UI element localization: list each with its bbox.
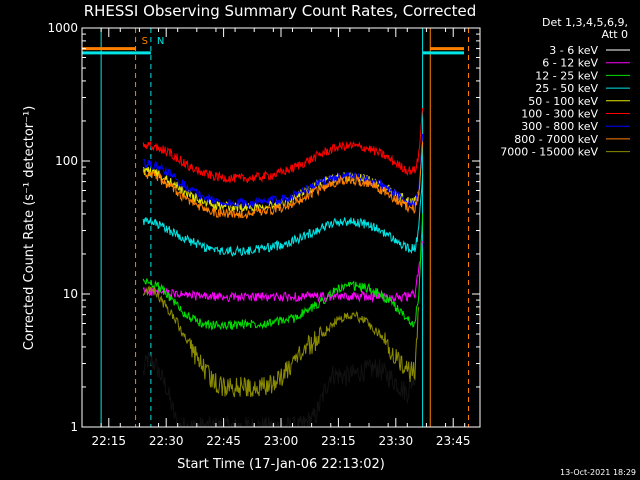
series-line-3 <box>142 173 424 257</box>
x-tick-label-6: 23:45 <box>436 434 471 448</box>
y-tick-label-2: 100 <box>55 154 78 168</box>
chart-title: RHESSI Observing Summary Count Rates, Co… <box>84 2 477 20</box>
axes: 1 10 100 1000 22:15 22:30 22:45 23:00 23:15 23:30… <box>47 21 480 448</box>
footer-date: 13-Oct-2021 18:29 <box>560 468 636 477</box>
legend-label-0: 3 - 6 keV <box>549 44 598 57</box>
x-tick-label-5: 23:30 <box>379 434 414 448</box>
legend-label-6: 300 - 800 keV <box>521 120 598 133</box>
series-line-6 <box>142 133 424 209</box>
y-tick-label-1: 10 <box>63 287 78 301</box>
x-tick-label-3: 23:00 <box>264 434 299 448</box>
legend-label-2: 12 - 25 keV <box>535 69 598 82</box>
legend-label-5: 100 - 300 keV <box>521 108 598 121</box>
x-tick-label-1: 22:30 <box>149 434 184 448</box>
y-axis-label: Corrected Count Rate (s⁻¹ detector⁻¹) <box>22 106 37 351</box>
series-line-2 <box>142 213 424 331</box>
x-axis-label: Start Time (17-Jan-06 22:13:02) <box>177 457 385 472</box>
x-tick-label-2: 22:45 <box>206 434 241 448</box>
y-tick-label-0: 1 <box>70 420 78 434</box>
x-tick-label-4: 23:15 <box>321 434 356 448</box>
legend-label-1: 6 - 12 keV <box>542 57 598 70</box>
series-line-5 <box>142 108 424 184</box>
legend-label-8: 7000 - 15000 keV <box>500 146 598 159</box>
series-line-8 <box>142 285 420 398</box>
x-tick-label-0: 22:15 <box>91 434 126 448</box>
legend-label-3: 25 - 50 keV <box>535 82 598 95</box>
marker-label-s: S <box>142 36 148 47</box>
series-line-7 <box>142 141 424 220</box>
legend-label-4: 50 - 100 keV <box>528 95 598 108</box>
y-tick-label-3: 1000 <box>47 21 78 35</box>
legend-label-7: 800 - 7000 keV <box>514 133 598 146</box>
legend-header-0: Det 1,3,4,5,6,9, <box>542 16 628 29</box>
legend-header-1: Att 0 <box>602 28 628 41</box>
marker-label-n: N <box>157 36 164 47</box>
